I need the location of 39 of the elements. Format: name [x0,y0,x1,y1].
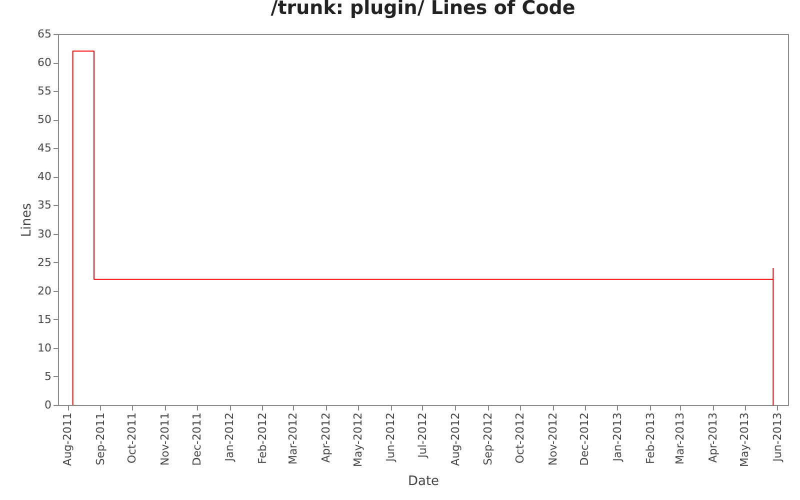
y-tick-label: 5 [44,370,52,383]
x-tick-label: Oct-2011 [126,412,139,464]
x-tick-label: Feb-2012 [256,412,269,464]
y-tick-label: 40 [38,170,52,184]
y-tick-label: 15 [38,312,52,326]
x-tick-label: Mar-2013 [673,412,686,465]
y-tick-label: 55 [38,84,52,98]
x-tick-label: May-2013 [738,412,752,468]
x-tick-label: Mar-2012 [286,412,300,465]
x-tick-label: Jul-2012 [416,412,429,459]
y-tick-label: 25 [38,256,52,269]
x-tick-label: May-2012 [351,412,364,468]
x-axis-title: Date [408,474,440,490]
y-tick-label: 60 [38,56,52,70]
y-tick-label: 50 [38,113,52,126]
x-tick-label: Dec-2012 [578,412,592,466]
x-tick-label: Nov-2011 [158,412,172,466]
x-tick-label: Sep-2011 [94,412,107,466]
x-tick-label: Apr-2013 [706,412,720,463]
x-tick-label: Feb-2013 [644,412,657,464]
y-tick-label: 0 [44,398,52,412]
x-tick-label: Aug-2011 [61,412,74,466]
y-tick-label: 65 [38,28,52,40]
x-tick-label: Oct-2012 [513,412,526,464]
y-axis-title: Lines [20,202,35,237]
x-tick-label: Dec-2011 [190,412,204,466]
x-tick-label: Apr-2012 [320,412,333,463]
x-tick-label: Sep-2012 [482,412,495,466]
x-tick-label: Jan-2012 [223,412,236,462]
x-tick-label: Jan-2013 [610,412,624,462]
y-tick-label: 45 [38,142,52,155]
x-tick-label: Aug-2012 [448,412,462,466]
y-tick-label: 30 [38,227,52,240]
y-tick-label: 20 [38,284,52,298]
y-tick-label: 35 [38,198,52,212]
x-tick-label: Jun-2012 [384,412,398,463]
y-tick-label: 10 [38,341,52,354]
x-tick-label: Jun-2013 [770,412,784,463]
x-tick-label: Nov-2012 [546,412,560,466]
